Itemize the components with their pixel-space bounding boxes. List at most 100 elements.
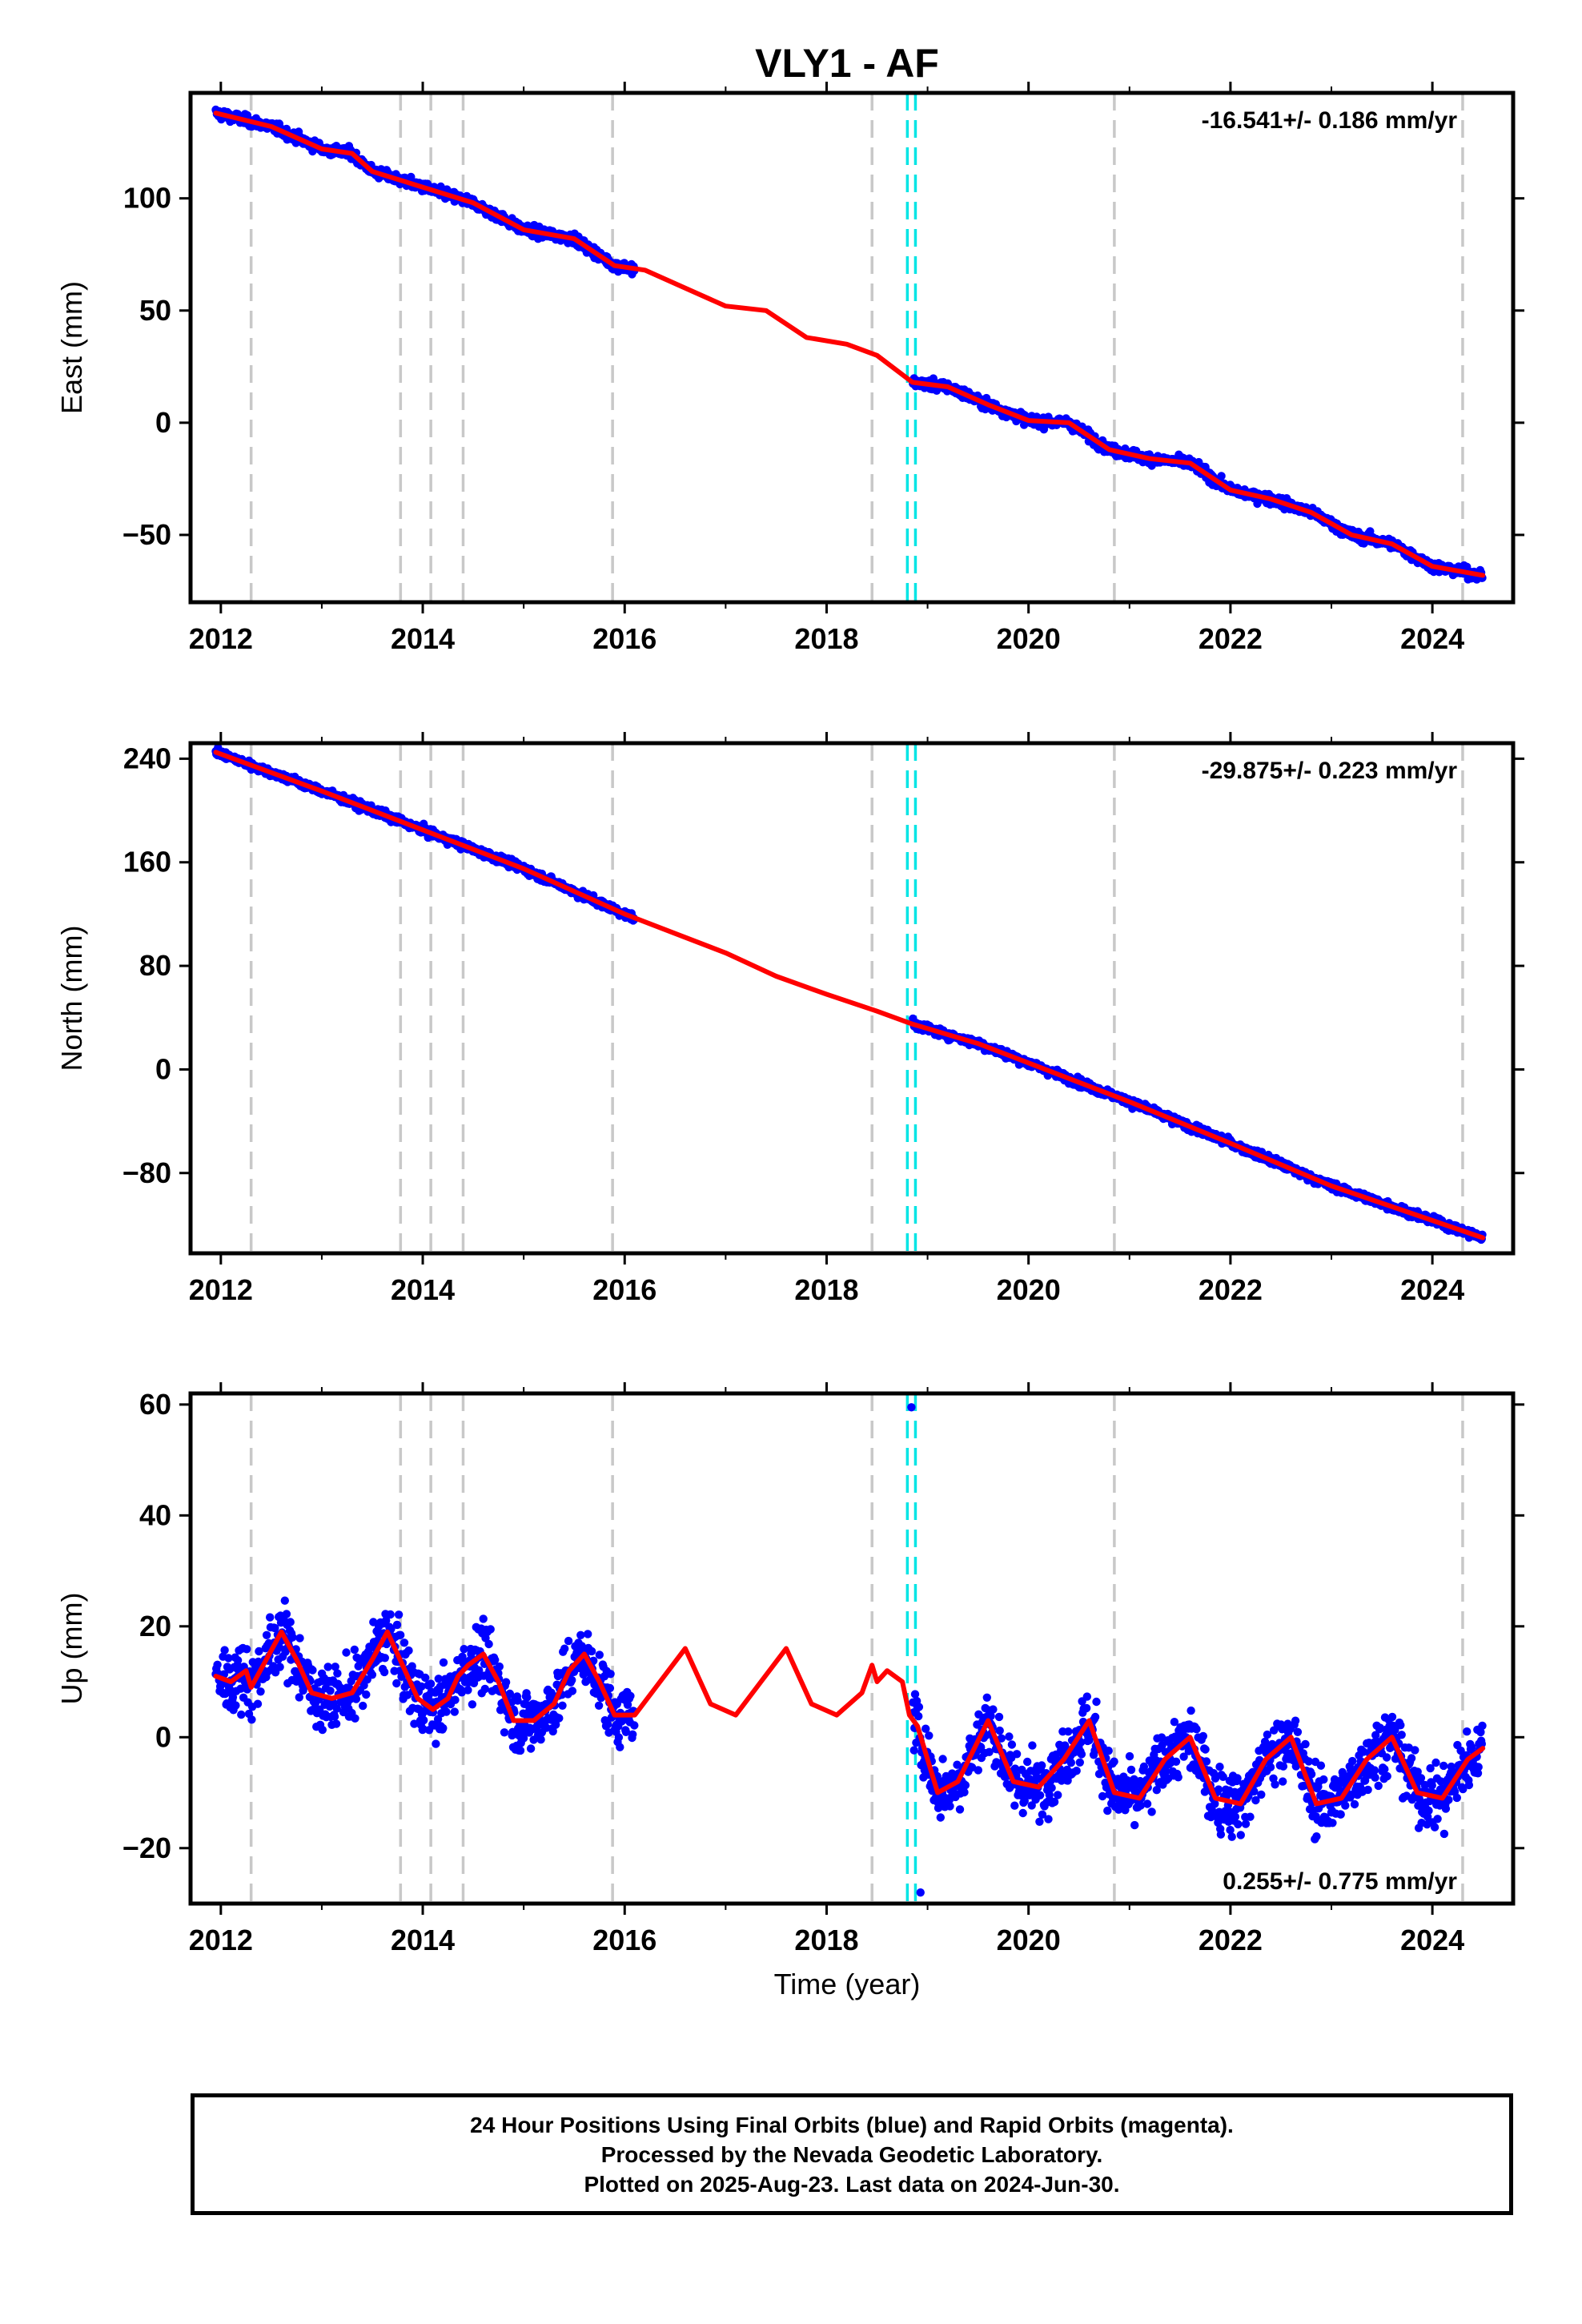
position-point: [451, 1695, 460, 1704]
position-point: [614, 1733, 624, 1742]
position-point: [555, 1714, 564, 1723]
position-point: [407, 172, 416, 182]
position-point: [262, 1630, 271, 1640]
position-point: [974, 1766, 983, 1775]
position-point: [450, 1707, 459, 1716]
position-point: [1110, 1757, 1118, 1766]
position-point: [938, 1755, 947, 1763]
position-point: [1035, 1791, 1045, 1799]
position-point: [523, 1693, 532, 1702]
y-axis-label: North (mm): [55, 926, 88, 1072]
position-point: [995, 1726, 1004, 1735]
position-point: [256, 1687, 265, 1696]
position-point: [1054, 1791, 1062, 1799]
position-point: [295, 1634, 304, 1642]
position-point: [955, 1805, 965, 1814]
position-point: [480, 1684, 489, 1694]
position-point: [982, 1693, 992, 1702]
position-point: [330, 1712, 339, 1721]
position-point: [1125, 1751, 1134, 1761]
position-point: [630, 1721, 639, 1730]
position-point: [564, 1636, 573, 1646]
position-point: [1090, 1712, 1100, 1722]
position-point: [351, 1695, 361, 1703]
position-point: [1147, 1807, 1156, 1816]
position-point: [594, 1701, 604, 1710]
position-point: [526, 1744, 536, 1753]
position-point: [426, 1679, 436, 1688]
position-point: [1005, 1732, 1014, 1741]
x-tick-label: 2020: [997, 1273, 1061, 1306]
x-tick-label: 2018: [794, 1273, 858, 1306]
position-point: [1082, 1703, 1091, 1713]
position-point: [1072, 1767, 1081, 1775]
model-fit-line: [213, 111, 1486, 578]
position-point: [1104, 1747, 1113, 1755]
y-tick-label: 80: [139, 949, 171, 982]
y-tick-label: 100: [123, 182, 171, 215]
y-tick-label: −80: [122, 1156, 171, 1189]
position-point: [576, 1630, 585, 1640]
position-point: [961, 1781, 970, 1790]
x-tick-label: 2014: [391, 1273, 455, 1306]
position-point: [989, 1705, 998, 1714]
figure-title: VLY1 - AF: [755, 41, 939, 86]
position-point: [584, 1630, 592, 1638]
position-point: [568, 1675, 576, 1685]
position-point: [568, 1687, 577, 1695]
position-point: [914, 1703, 924, 1711]
position-point: [605, 1683, 615, 1693]
position-point: [495, 1662, 504, 1671]
position-point: [516, 1746, 525, 1755]
position-point: [318, 1725, 327, 1735]
position-point: [1126, 1765, 1136, 1775]
position-point: [1064, 1727, 1073, 1736]
position-point: [1171, 1757, 1181, 1766]
position-point: [379, 1667, 389, 1677]
position-point: [1174, 1773, 1182, 1782]
position-point: [909, 1746, 918, 1755]
position-point: [1085, 1735, 1094, 1745]
x-tick-label: 2020: [997, 622, 1061, 655]
position-point: [396, 1630, 405, 1639]
position-point: [1142, 1799, 1152, 1808]
position-point: [237, 1710, 246, 1719]
x-tick-label: 2016: [592, 1273, 656, 1306]
position-point: [243, 1645, 251, 1654]
x-tick-label: 2024: [1400, 1273, 1464, 1306]
x-tick-label: 2022: [1199, 1273, 1263, 1306]
position-point: [486, 1625, 495, 1634]
position-point: [392, 1620, 402, 1630]
position-point: [560, 1644, 569, 1653]
position-point: [362, 1690, 371, 1699]
rate-label: -16.541+/- 0.186 mm/yr: [1202, 107, 1458, 134]
position-point: [266, 1613, 275, 1622]
position-point: [925, 1731, 934, 1740]
position-point: [536, 1735, 545, 1744]
position-point: [1044, 1815, 1053, 1823]
position-point: [1217, 472, 1226, 480]
position-point: [501, 1678, 511, 1687]
position-point: [380, 1654, 389, 1663]
y-axis-label: East (mm): [55, 281, 88, 414]
x-tick-label: 2014: [391, 622, 455, 655]
position-point: [960, 1787, 969, 1797]
y-tick-label: 50: [139, 294, 171, 327]
position-point: [479, 1614, 488, 1623]
y-tick-label: 0: [155, 406, 171, 439]
position-point: [587, 1647, 596, 1656]
position-point: [606, 1670, 615, 1679]
position-point: [1077, 1750, 1086, 1759]
position-point: [628, 1730, 637, 1739]
position-point: [333, 1669, 342, 1678]
position-point: [1103, 1806, 1112, 1815]
x-tick-label: 2012: [189, 622, 253, 655]
position-point: [432, 1739, 440, 1748]
position-point: [994, 1712, 1004, 1722]
x-tick-label: 2012: [189, 1273, 253, 1306]
x-tick-label: 2018: [794, 622, 858, 655]
position-point: [326, 1687, 335, 1695]
y-tick-label: −50: [122, 518, 171, 551]
position-point: [1075, 1758, 1085, 1767]
